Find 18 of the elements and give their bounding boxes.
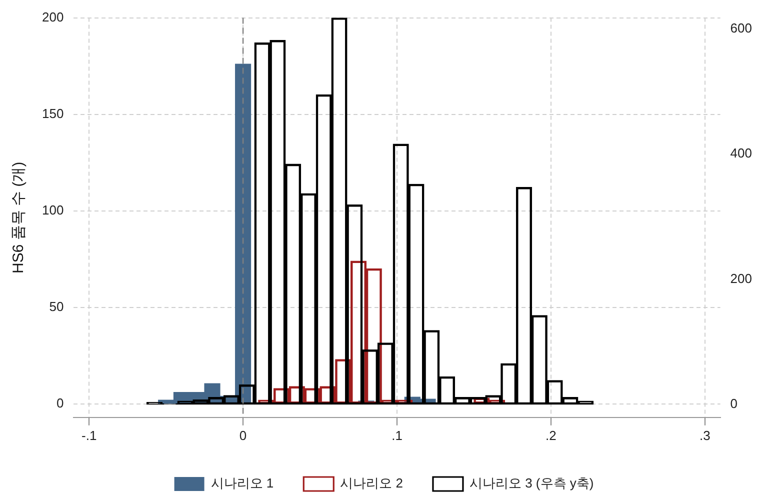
y2-tick-label: 200	[730, 270, 752, 286]
x-tick-label: .2	[546, 428, 556, 443]
y2-tick-label: 0	[730, 396, 738, 411]
y-axis-title: HS6 품목 수 (개)	[10, 162, 28, 274]
x-tick-label: 0	[239, 428, 247, 443]
y2-tick-label: 600	[730, 20, 752, 36]
legend-label: 시나리오 3 (우측 y축)	[469, 476, 594, 491]
y-tick-label: 150	[42, 106, 64, 121]
x-tick-label: .1	[392, 428, 402, 443]
y-tick-label: 100	[42, 202, 64, 218]
y-tick-label: 0	[56, 395, 64, 410]
y2-tick-label: 400	[730, 146, 752, 161]
y-tick-label: 50	[49, 298, 64, 314]
legend-label: 시나리오 2	[340, 476, 403, 491]
legend-label: 시나리오 1	[210, 476, 274, 491]
x-tick-label: -.1	[82, 428, 97, 443]
y-tick-label: 200	[42, 9, 64, 24]
x-tick-label: .3	[699, 428, 710, 443]
